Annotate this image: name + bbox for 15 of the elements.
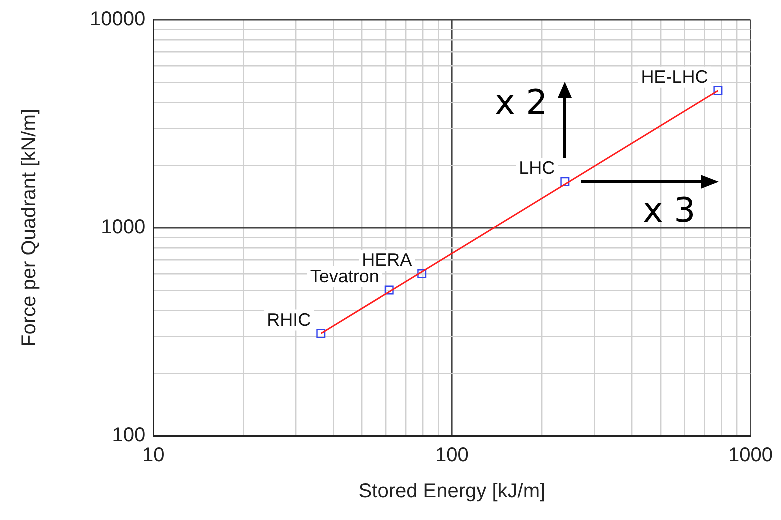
annotation: HE-LHC bbox=[641, 66, 708, 87]
y-tick-label: 100 bbox=[112, 424, 146, 447]
y-tick-label: 10000 bbox=[90, 8, 146, 31]
annotation: RHIC bbox=[267, 310, 312, 330]
annotation: LHC bbox=[519, 158, 556, 178]
y-tick-label: 1000 bbox=[101, 216, 146, 239]
annotation: x 2 bbox=[495, 82, 548, 123]
annotation: Tevatron bbox=[310, 266, 380, 286]
x-axis-title: Stored Energy [kJ/m] bbox=[358, 480, 546, 503]
annotation: HERA bbox=[362, 250, 412, 270]
y-axis-title: Force per Quadrant [kN/m] bbox=[18, 109, 41, 347]
x-tick-label: 10 bbox=[142, 444, 165, 467]
annotation: x 3 bbox=[643, 190, 696, 231]
x-tick-label: 100 bbox=[435, 444, 469, 467]
x-tick-label: 1000 bbox=[728, 444, 774, 467]
